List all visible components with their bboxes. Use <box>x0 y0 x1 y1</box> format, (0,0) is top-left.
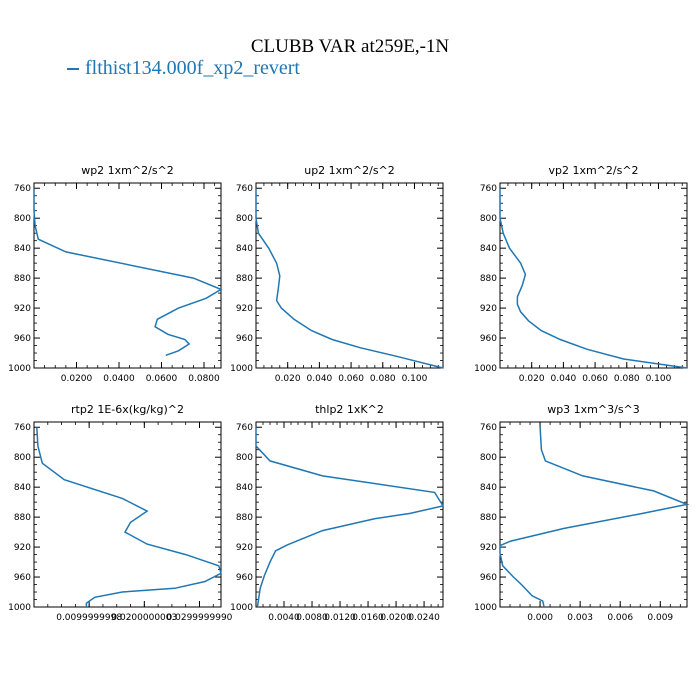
x-tick-label: 0.009 <box>647 613 673 623</box>
y-tick-label: 1000 <box>474 603 497 613</box>
y-tick-label: 1000 <box>230 603 253 613</box>
figure-title: CLUBB VAR at259E,-1N <box>250 36 450 57</box>
y-tick-label: 1000 <box>230 364 253 374</box>
subplot-title: thlp2 1xK^2 <box>315 403 384 416</box>
y-tick-label: 920 <box>480 543 497 553</box>
plot-frame <box>33 182 222 369</box>
y-tick-label: 960 <box>480 573 497 583</box>
x-tick-label: 0.0600 <box>146 374 178 384</box>
y-tick-label: 760 <box>14 423 31 433</box>
y-tick-label: 880 <box>236 274 253 284</box>
y-tick-label: 960 <box>480 334 497 344</box>
plot-frame <box>499 421 688 608</box>
y-tick-label: 840 <box>480 244 497 254</box>
plot-frame <box>255 421 444 608</box>
x-tick-label: 0.000 <box>527 613 553 623</box>
x-tick-label: 0.100 <box>402 374 428 384</box>
y-tick-label: 840 <box>236 483 253 493</box>
y-tick-label: 920 <box>236 543 253 553</box>
series-line <box>33 188 223 357</box>
y-tick-label: 840 <box>14 483 31 493</box>
x-tick-label: 0.0200000003 <box>111 613 177 623</box>
y-tick-label: 840 <box>236 244 253 254</box>
x-tick-label: 0.020 <box>275 374 301 384</box>
series-line <box>499 427 690 608</box>
plot-frame <box>255 182 444 369</box>
y-tick-label: 760 <box>236 184 253 194</box>
subplot-6: wp3 1xm^3/s^3 760 800 840 880 920 960 1000 0.000… <box>474 403 690 623</box>
subplot-3: vp2 1xm^2/s^2 760 800 840 880 920 960 1000 0.020… <box>474 164 688 384</box>
subplot-5: thlp2 1xK^276080084088092096010000.00400… <box>230 403 445 623</box>
x-tick-label: 0.0080 <box>296 613 328 623</box>
x-tick-label: 0.0800 <box>188 374 220 384</box>
y-tick-label: 880 <box>14 274 31 284</box>
series-line <box>255 427 445 608</box>
plot-frame <box>499 182 688 369</box>
x-tick-label: 0.060 <box>338 374 364 384</box>
y-tick-label: 960 <box>14 573 31 583</box>
x-tick-label: 0.0200 <box>380 613 412 623</box>
y-tick-label: 960 <box>236 334 253 344</box>
y-tick-label: 840 <box>480 483 497 493</box>
y-tick-label: 800 <box>480 453 497 463</box>
x-tick-label: 0.0400 <box>103 374 135 384</box>
y-tick-label: 760 <box>480 184 497 194</box>
y-tick-label: 1000 <box>474 364 497 374</box>
y-tick-label: 800 <box>480 214 497 224</box>
y-tick-label: 800 <box>14 214 31 224</box>
y-tick-label: 920 <box>480 304 497 314</box>
x-tick-label: 0.080 <box>370 374 396 384</box>
legend: flthist134.000f_xp2_revert <box>67 57 300 80</box>
series-line <box>499 188 688 369</box>
x-tick-label: 0.0200 <box>61 374 93 384</box>
subplot-title: wp2 1xm^2/s^2 <box>81 164 174 177</box>
plot-frame <box>33 421 222 608</box>
x-tick-label: 0.003 <box>567 613 593 623</box>
y-tick-label: 920 <box>14 543 31 553</box>
y-tick-label: 1000 <box>8 364 31 374</box>
y-tick-label: 1000 <box>8 603 31 613</box>
y-tick-label: 760 <box>236 423 253 433</box>
y-tick-label: 760 <box>480 423 497 433</box>
y-tick-label: 880 <box>480 274 497 284</box>
y-tick-label: 800 <box>14 453 31 463</box>
x-tick-label: 0.040 <box>551 374 577 384</box>
y-tick-label: 920 <box>14 304 31 314</box>
x-tick-label: 0.0120 <box>324 613 356 623</box>
y-tick-label: 880 <box>236 513 253 523</box>
x-tick-label: 0.020 <box>519 374 545 384</box>
series-line <box>255 188 444 369</box>
y-tick-label: 880 <box>14 513 31 523</box>
x-tick-label: 0.0040 <box>268 613 300 623</box>
y-tick-label: 760 <box>14 184 31 194</box>
subplot-title: vp2 1xm^2/s^2 <box>548 164 638 177</box>
y-tick-label: 800 <box>236 214 253 224</box>
subplot-title: up2 1xm^2/s^2 <box>304 164 395 177</box>
y-tick-label: 920 <box>236 304 253 314</box>
x-tick-label: 0.080 <box>614 374 640 384</box>
subplot-1: wp2 1xm^2/s^2 760 800 840 880 920 960 1000 0.020… <box>8 164 223 384</box>
legend-swatch <box>67 68 79 71</box>
y-tick-label: 880 <box>480 513 497 523</box>
y-tick-label: 800 <box>236 453 253 463</box>
y-tick-label: 840 <box>14 244 31 254</box>
x-tick-label: 0.0240 <box>408 613 440 623</box>
x-tick-label: 0.040 <box>307 374 333 384</box>
subplot-title: wp3 1xm^3/s^3 <box>547 403 640 416</box>
subplot-title: rtp2 1E-6x(kg/kg)^2 <box>71 403 184 416</box>
x-tick-label: 0.0299999990 <box>167 613 233 623</box>
x-tick-label: 0.0160 <box>352 613 384 623</box>
x-tick-label: 0.006 <box>607 613 633 623</box>
x-tick-label: 0.0099999998 <box>56 613 122 623</box>
legend-label: flthist134.000f_xp2_revert <box>85 57 300 79</box>
y-tick-label: 960 <box>14 334 31 344</box>
series-line <box>36 427 222 607</box>
x-tick-label: 0.060 <box>582 374 608 384</box>
y-tick-label: 960 <box>236 573 253 583</box>
subplot-4: rtp2 1E-6x(kg/kg)^2 760 800 840 880 920 960 100… <box>8 403 233 623</box>
x-tick-label: 0.100 <box>646 374 672 384</box>
subplot-2: up2 1xm^2/s^2 760 800 840 880 920 960 1000 0.020… <box>230 164 444 384</box>
